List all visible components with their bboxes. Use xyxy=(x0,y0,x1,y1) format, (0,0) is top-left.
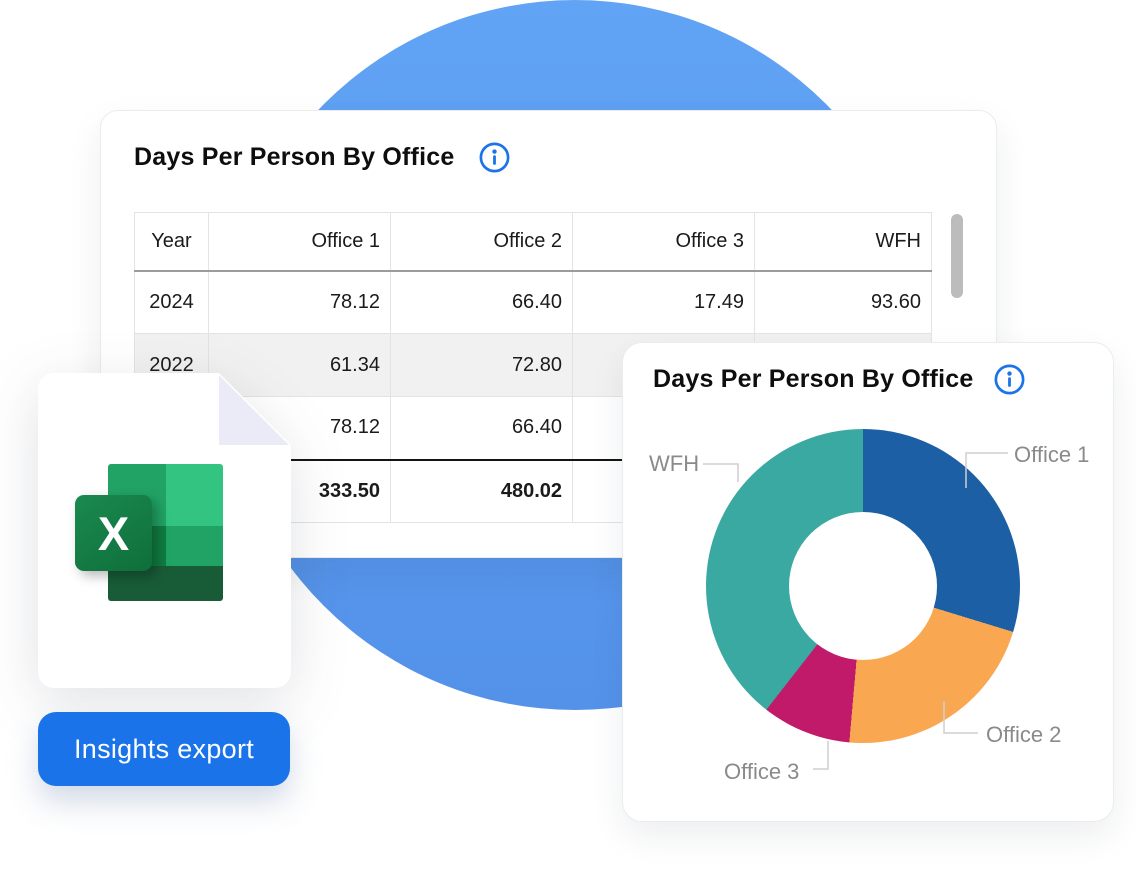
table-scrollbar-thumb[interactable] xyxy=(951,214,963,298)
column-header: Office 1 xyxy=(208,212,391,272)
table-cell: 93.60 xyxy=(754,270,932,334)
table-cell: 66.40 xyxy=(390,396,573,460)
folded-corner xyxy=(219,375,289,445)
info-icon[interactable] xyxy=(993,363,1026,396)
table-cell: 72.80 xyxy=(390,333,573,397)
table-card-title: Days Per Person By Office xyxy=(134,143,455,171)
column-header: Year xyxy=(134,212,209,272)
table-cell: 78.12 xyxy=(208,270,391,334)
donut-chart-area: WFH Office 1 Office 2 Office 3 xyxy=(623,343,1113,821)
table-cell: 17.49 xyxy=(572,270,755,334)
table-head: Year Office 1 Office 2 Office 3 WFH xyxy=(134,212,932,272)
column-header: Office 3 xyxy=(572,212,755,272)
column-header: WFH xyxy=(754,212,932,272)
chart-card-title: Days Per Person By Office xyxy=(653,365,974,393)
excel-file-card[interactable]: X xyxy=(38,373,291,688)
chart-card: Days Per Person By Office WFH Office 1 O… xyxy=(622,342,1114,822)
header-row: Year Office 1 Office 2 Office 3 WFH xyxy=(134,212,932,272)
column-header: Office 2 xyxy=(390,212,573,272)
chart-card-header: Days Per Person By Office xyxy=(653,363,1026,396)
excel-letter: X xyxy=(97,506,130,560)
table-cell: 61.34 xyxy=(208,333,391,397)
slice-label-wfh: WFH xyxy=(649,451,700,476)
donut-hole xyxy=(789,512,937,660)
slice-label-office-2: Office 2 xyxy=(986,722,1062,747)
excel-x-tile-icon: X xyxy=(75,495,152,571)
info-icon[interactable] xyxy=(478,141,511,174)
table-cell: 66.40 xyxy=(390,270,573,334)
insights-export-button[interactable]: Insights export xyxy=(38,712,290,786)
table-card-header: Days Per Person By Office xyxy=(134,141,511,174)
slice-label-office-3: Office 3 xyxy=(724,759,800,784)
table-cell: 2024 xyxy=(134,270,209,334)
slice-label-office-1: Office 1 xyxy=(1014,442,1090,467)
table-row: 2024 78.12 66.40 17.49 93.60 xyxy=(134,270,932,334)
table-cell: 480.02 xyxy=(390,458,573,523)
